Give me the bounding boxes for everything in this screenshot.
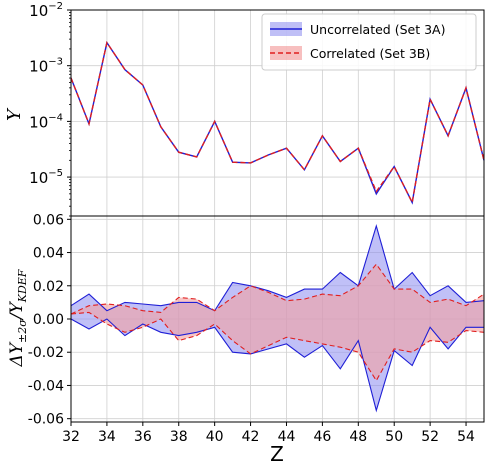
bottom-ytick-label: 0.04 [33, 246, 64, 262]
bottom-ytick-label: -0.04 [28, 378, 64, 394]
bottom-band-1 [71, 264, 484, 381]
top-ytick-label: 10−4 [29, 112, 63, 131]
legend-box [261, 13, 477, 71]
top-ytick-label: 10−3 [29, 57, 63, 76]
bottom-xtick-label: 42 [242, 429, 260, 445]
bottom-xtick-label: 48 [349, 429, 367, 445]
bottom-xtick-label: 40 [206, 429, 224, 445]
bottom-xtick-label: 38 [170, 429, 188, 445]
bottom-upper-line-0 [70, 224, 485, 312]
bottom-upper-line-1 [70, 263, 485, 315]
bottom-ytick-label: -0.06 [28, 412, 64, 428]
bottom-xtick-label: 46 [313, 429, 331, 445]
bottom-ytick-label: 0.02 [33, 279, 64, 295]
top-series-1 [70, 40, 485, 205]
top-ytick-label: 10−2 [29, 1, 63, 20]
bottom-ylabel: ΔY±2σ/YKDEF [7, 269, 29, 367]
bottom-ytick-label: 0.00 [33, 312, 64, 328]
legend: Uncorrelated (Set 3A) Correlated (Set 3B… [261, 13, 477, 71]
legend-label-correlated: Correlated (Set 3B) [310, 46, 430, 61]
bottom-lower-line-0 [70, 318, 484, 413]
bottom-xtick-label: 52 [421, 429, 439, 445]
legend-label-uncorrelated: Uncorrelated (Set 3A) [310, 22, 445, 37]
bottom-lower-line-1 [70, 311, 485, 382]
bottom-ytick-label: 0.06 [33, 212, 64, 228]
bottom-xtick-label: 54 [457, 429, 475, 445]
bottom-xtick-label: 32 [62, 429, 80, 445]
bottom-xlabel: Z [270, 442, 284, 466]
top-ytick-label: 10−5 [29, 168, 63, 187]
top-ylabel: Y [4, 107, 25, 121]
bottom-xtick-label: 34 [98, 429, 116, 445]
bottom-xtick-label: 44 [278, 429, 296, 445]
bottom-xtick-label: 36 [134, 429, 152, 445]
bottom-xtick-label: 50 [385, 429, 403, 445]
bottom-ytick-label: -0.02 [28, 345, 64, 361]
bottom-panel: 32 34 36 38 40 42 44 46 48 50 52 54 -0.06 -0.04 -0.02 0… [28, 212, 485, 445]
bottom-frame [70, 215, 485, 423]
